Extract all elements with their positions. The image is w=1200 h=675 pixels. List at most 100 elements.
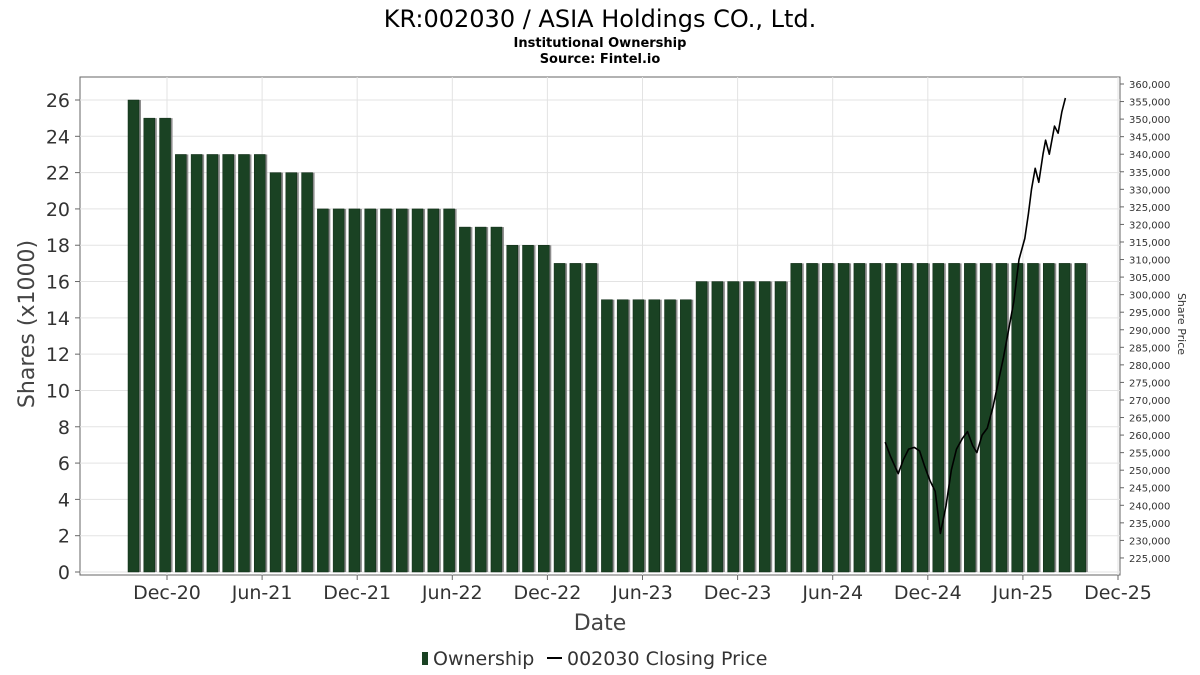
y-tick-label: 10 xyxy=(46,380,70,402)
y-right-tick-label: 280,000 xyxy=(1129,361,1170,372)
ownership-bar xyxy=(869,263,881,573)
ownership-bar xyxy=(948,263,960,573)
y-right-tick-label: 335,000 xyxy=(1129,168,1170,179)
y-right-tick-label: 255,000 xyxy=(1129,449,1170,460)
ownership-bar xyxy=(190,154,203,573)
x-tick-label: Jun-22 xyxy=(421,582,483,604)
ownership-bar xyxy=(790,263,803,573)
y-right-tick-label: 235,000 xyxy=(1129,519,1170,530)
legend-price-label: 002030 Closing Price xyxy=(567,648,767,670)
y-right-tick-label: 260,000 xyxy=(1129,431,1170,442)
y-right-tick-label: 355,000 xyxy=(1129,98,1170,109)
y-axis-label: Shares (x1000) xyxy=(15,240,40,408)
ownership-bar xyxy=(285,172,298,573)
ownership-bar xyxy=(632,299,645,573)
y-right-tick-label: 250,000 xyxy=(1129,466,1170,477)
ownership-bar xyxy=(127,99,140,573)
y-right-tick-label: 240,000 xyxy=(1129,501,1170,512)
y-tick-label: 16 xyxy=(46,272,70,294)
ownership-bar xyxy=(664,299,676,573)
x-tick-label: Dec-20 xyxy=(133,582,201,604)
ownership-bar xyxy=(443,208,455,573)
y-right-tick-label: 270,000 xyxy=(1129,396,1170,407)
chart-subtitle: Institutional Ownership xyxy=(514,36,687,51)
ownership-bar xyxy=(206,154,219,573)
x-tick-label: Dec-24 xyxy=(894,582,962,604)
ownership-bar xyxy=(506,244,518,573)
ownership-bar xyxy=(648,299,660,573)
ownership-bar xyxy=(159,117,171,573)
x-tick-label: Dec-25 xyxy=(1084,582,1152,604)
ownership-bar xyxy=(522,244,534,573)
ownership-bar xyxy=(317,208,329,573)
ownership-bar xyxy=(601,299,613,573)
plot-area xyxy=(79,76,1121,576)
y-tick-label: 6 xyxy=(58,453,70,475)
y-right-tick-label: 340,000 xyxy=(1129,150,1170,161)
y-right-tick-label: 305,000 xyxy=(1129,273,1170,284)
ownership-bar xyxy=(837,263,850,573)
y-tick-label: 18 xyxy=(46,235,70,257)
ownership-bar xyxy=(900,263,913,573)
y-right-tick-label: 230,000 xyxy=(1129,536,1170,547)
y-right-tick-label: 325,000 xyxy=(1129,203,1170,214)
y-right-tick-label: 225,000 xyxy=(1129,554,1170,565)
y-tick-label: 22 xyxy=(46,163,70,185)
ownership-bar xyxy=(727,281,739,573)
x-tick-label: Jun-25 xyxy=(992,582,1054,604)
ownership-bar xyxy=(569,263,582,573)
chart-title: KR:002030 / ASIA Holdings CO., Ltd. xyxy=(384,5,817,33)
ownership-bar xyxy=(680,299,692,573)
ownership-bar xyxy=(916,263,929,573)
x-axis: Dec-20 Jun-21 Dec-21 Jun-22 Dec-22 Jun-23 Dec-… xyxy=(133,575,1152,604)
ownership-bar xyxy=(585,263,597,573)
ownership-bar xyxy=(774,281,787,573)
y-tick-label: 20 xyxy=(46,199,70,221)
y-right-tick-label: 330,000 xyxy=(1129,185,1170,196)
ownership-bar xyxy=(743,281,755,573)
legend: Ownership 002030 Closing Price xyxy=(422,648,767,670)
ownership-bar xyxy=(1042,263,1055,573)
ownership-bar xyxy=(222,154,234,573)
chart-source: Source: Fintel.io xyxy=(540,52,661,67)
ownership-bar xyxy=(806,263,818,573)
ownership-bar xyxy=(553,263,566,573)
ownership-bar xyxy=(427,208,440,573)
y-tick-label: 0 xyxy=(58,562,70,584)
y-right-tick-label: 315,000 xyxy=(1129,238,1170,249)
ownership-bar xyxy=(758,281,771,573)
ownership-bar xyxy=(995,263,1008,573)
right-y-axis: 225,000 230,000 235,000 240,000 245,000 250,0… xyxy=(1120,80,1170,565)
y-tick-label: 8 xyxy=(58,417,70,439)
y-right-tick-label: 360,000 xyxy=(1129,80,1170,91)
legend-ownership-label: Ownership xyxy=(433,648,534,670)
y-right-tick-label: 285,000 xyxy=(1129,343,1170,354)
y-axis-right-label: Share Price xyxy=(1175,293,1188,355)
ownership-bar xyxy=(616,299,629,573)
ownership-bar xyxy=(538,244,550,573)
y-right-tick-label: 300,000 xyxy=(1129,291,1170,302)
y-right-tick-label: 310,000 xyxy=(1129,256,1170,267)
x-tick-label: Dec-22 xyxy=(513,582,581,604)
y-tick-label: 4 xyxy=(58,489,70,511)
ownership-bar xyxy=(253,154,266,573)
y-tick-label: 24 xyxy=(46,126,70,148)
ownership-bar xyxy=(932,263,945,573)
ownership-bar xyxy=(1074,263,1087,573)
y-right-tick-label: 275,000 xyxy=(1129,378,1170,389)
y-right-tick-label: 320,000 xyxy=(1129,220,1170,231)
ownership-bar xyxy=(380,208,392,573)
ownership-bar xyxy=(332,208,345,573)
x-tick-label: Dec-23 xyxy=(704,582,772,604)
y-tick-label: 26 xyxy=(46,90,70,112)
ownership-bar xyxy=(143,117,156,573)
ownership-bar xyxy=(474,226,487,573)
x-axis-label: Date xyxy=(574,611,627,636)
ownership-bar xyxy=(711,281,724,573)
ownership-bars xyxy=(127,99,1088,573)
ownership-bar xyxy=(301,172,313,573)
y-right-tick-label: 245,000 xyxy=(1129,484,1170,495)
ownership-bar xyxy=(1027,263,1039,573)
